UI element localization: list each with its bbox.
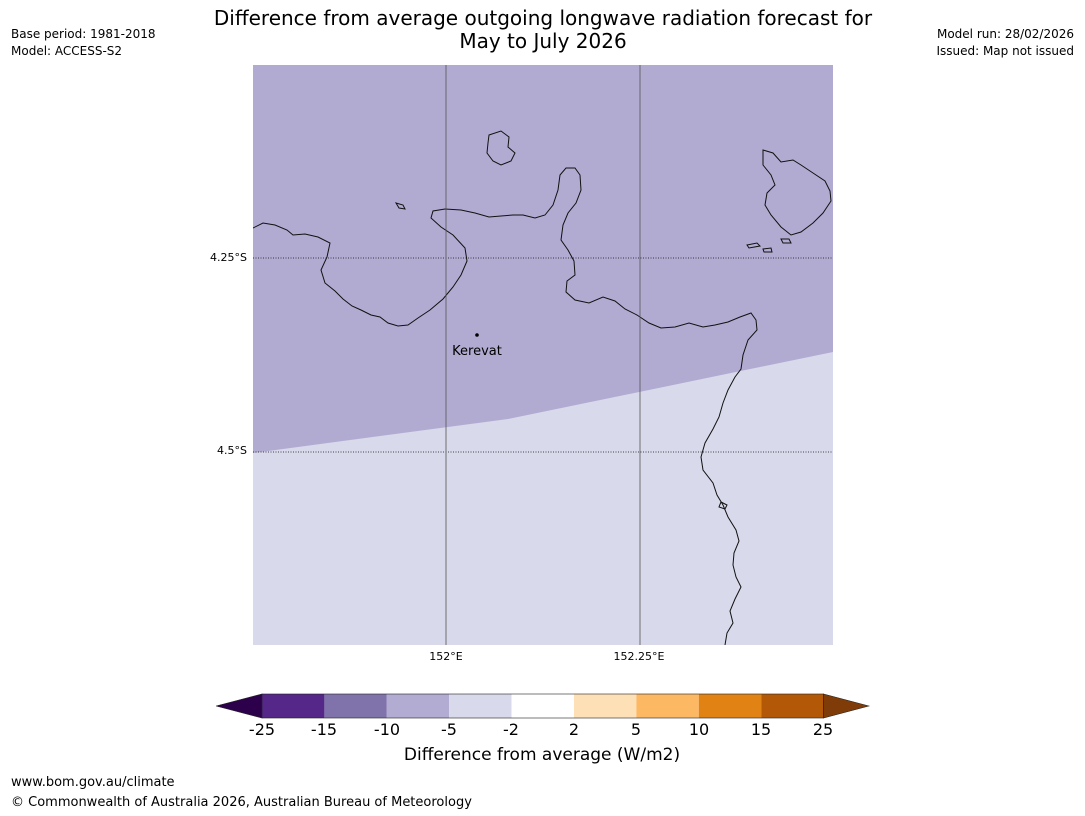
colorbar-bin-7 <box>636 694 699 718</box>
coastline-islet-b <box>746 242 762 249</box>
colorbar-bin-3 <box>386 694 450 718</box>
map-svg: Kerevat <box>253 65 833 645</box>
meta-left: Base period: 1981-2018 Model: ACCESS-S2 <box>11 26 156 60</box>
colorbar-bin-2 <box>324 694 387 718</box>
coastline-main <box>253 167 758 645</box>
base-period: Base period: 1981-2018 <box>11 27 156 41</box>
colorbar-tick: -10 <box>373 720 401 739</box>
model-run: Model run: 28/02/2026 <box>936 27 1074 41</box>
meta-right: Model run: 28/02/2026 Issued: Map not is… <box>936 26 1074 60</box>
colorbar-tick: 5 <box>630 720 642 739</box>
colorbar-tick: 2 <box>568 720 580 739</box>
title-line-1: Difference from average outgoing longwav… <box>213 6 873 30</box>
map-panel: Kerevat <box>253 65 833 645</box>
coastline-islet-a <box>394 202 406 210</box>
colorbar-tick: 10 <box>688 720 710 739</box>
colorbar-bin-9 <box>761 694 824 718</box>
issued-status: Issued: Map not issued <box>936 44 1074 58</box>
kerevat-marker <box>475 333 479 337</box>
map-title: Difference from average outgoing longwav… <box>143 7 943 53</box>
colorbar-bin-4 <box>449 694 512 718</box>
coastline-islet-d <box>762 247 773 253</box>
colorbar-title: Difference from average (W/m2) <box>403 745 681 765</box>
colorbar-bin-5 <box>511 694 574 718</box>
colorbar-arrow-low <box>216 693 263 719</box>
colorbar-tick: -25 <box>248 720 276 739</box>
coastline-eastern-islands <box>762 149 832 236</box>
footer-copyright: © Commonwealth of Australia 2026, Austra… <box>11 795 472 810</box>
graticule <box>253 65 833 645</box>
coastline-islet-c <box>780 238 792 244</box>
coastline <box>253 130 832 645</box>
colorbar-bin-8 <box>698 694 762 718</box>
colorbar <box>216 693 870 719</box>
footer-url: www.bom.gov.au/climate <box>11 775 175 790</box>
lon-label-152e: 152°E <box>429 650 463 663</box>
coastline-duke-of-york <box>486 130 516 166</box>
colorbar-tick: -2 <box>503 720 519 739</box>
kerevat-label: Kerevat <box>452 344 502 359</box>
title-line-2: May to July 2026 <box>459 29 627 53</box>
colorbar-bin-1 <box>262 694 325 718</box>
colorbar-bin-6 <box>574 694 637 718</box>
lat-label-4-5s: 4.5°S <box>217 444 247 457</box>
lon-label-152-25e: 152.25°E <box>613 650 665 663</box>
colorbar-tick: 15 <box>750 720 772 739</box>
colorbar-outline <box>261 693 824 719</box>
upper-anomaly-region <box>253 65 833 453</box>
model-name: Model: ACCESS-S2 <box>11 44 123 58</box>
colorbar-tick: -15 <box>310 720 338 739</box>
lat-label-4-25s: 4.25°S <box>210 251 247 264</box>
coastline-islet-e <box>718 501 728 510</box>
colorbar-tick: -5 <box>441 720 457 739</box>
colorbar-arrow-high <box>823 693 870 719</box>
colorbar-tick: 25 <box>812 720 834 739</box>
